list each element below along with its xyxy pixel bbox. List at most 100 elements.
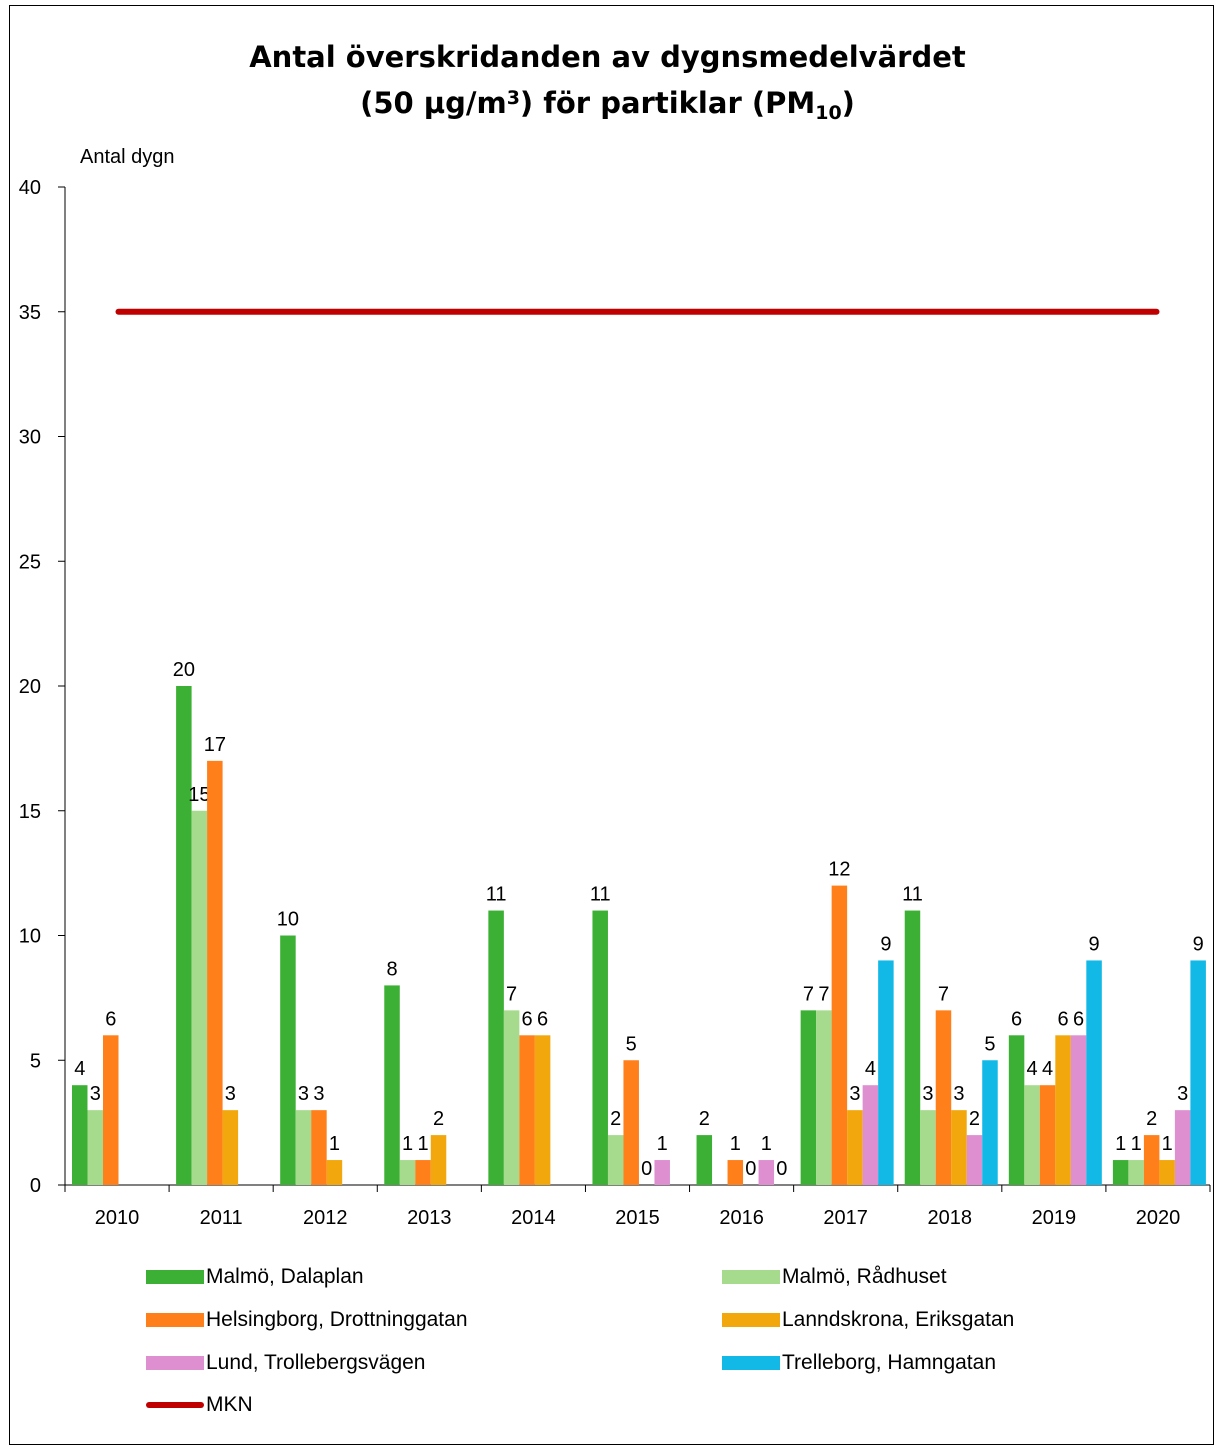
bar-value-label: 7 (818, 983, 829, 1005)
bar (878, 960, 894, 1185)
bar-value-label: 2 (1146, 1108, 1157, 1130)
bar (1086, 960, 1102, 1185)
bar (862, 1085, 879, 1185)
bar (1159, 1160, 1175, 1185)
bar-value-label: 3 (922, 1083, 933, 1105)
bar-value-label: 0 (641, 1158, 652, 1180)
y-tick-label: 5 (30, 1050, 41, 1072)
bar-value-label: 6 (522, 1008, 533, 1030)
bar (103, 1035, 119, 1185)
x-tick-label: 2011 (200, 1207, 243, 1229)
bar (488, 910, 504, 1185)
bar-value-label: 1 (657, 1133, 668, 1155)
bar-value-label: 6 (1011, 1008, 1022, 1030)
bar (1070, 1035, 1087, 1185)
bar-value-label: 3 (953, 1083, 964, 1105)
bar (592, 910, 608, 1185)
bar-value-label: 1 (761, 1133, 772, 1155)
bar (920, 1110, 936, 1185)
x-tick-label: 2020 (1136, 1207, 1181, 1229)
bar (696, 1135, 713, 1185)
title-part-mid: ) för partiklar (PM (519, 86, 816, 120)
y-tick-label: 10 (19, 926, 41, 948)
bar-value-label: 20 (173, 659, 195, 681)
bar (295, 1110, 312, 1185)
bar-value-label: 6 (1073, 1008, 1084, 1030)
bar (831, 885, 848, 1185)
y-tick-label: 15 (19, 801, 41, 823)
bar-value-label: 1 (1131, 1133, 1142, 1155)
bar-value-label: 4 (865, 1058, 876, 1080)
bar (1024, 1085, 1040, 1185)
title-superscript: 3 (506, 87, 520, 109)
y-tick-label: 25 (19, 551, 41, 573)
bar (534, 1035, 551, 1185)
bar-value-label: 1 (1115, 1133, 1126, 1155)
bar (654, 1160, 670, 1185)
x-tick-label: 2019 (1032, 1207, 1077, 1229)
bar-value-label: 7 (803, 983, 814, 1005)
bar-value-label: 12 (828, 859, 850, 881)
bar (1190, 960, 1206, 1185)
x-tick-label: 2014 (511, 1207, 556, 1229)
bar-value-label: 0 (776, 1158, 787, 1180)
bar (816, 1010, 832, 1185)
bar-value-label: 11 (590, 884, 611, 906)
bar-value-label: 7 (938, 983, 949, 1005)
y-tick-label: 0 (30, 1175, 41, 1197)
bar-value-label: 5 (626, 1033, 637, 1055)
bar-value-label: 1 (1162, 1133, 1173, 1155)
bar-value-label: 8 (386, 958, 397, 980)
y-tick-label: 35 (19, 302, 41, 324)
bar-value-label: 11 (902, 884, 923, 906)
y-tick-label: 30 (19, 427, 41, 449)
bar (847, 1110, 863, 1185)
bar-value-label: 1 (730, 1133, 741, 1155)
bar-value-label: 2 (433, 1108, 444, 1130)
x-tick-label: 2018 (928, 1207, 973, 1229)
bar (800, 1010, 817, 1185)
bar-value-label: 9 (1089, 933, 1100, 955)
bar (1174, 1110, 1191, 1185)
x-tick-label: 2015 (615, 1207, 660, 1229)
bar-value-label: 17 (204, 734, 226, 756)
bar (311, 1110, 327, 1185)
bar-value-label: 3 (1177, 1083, 1188, 1105)
bar (1055, 1035, 1071, 1185)
chart-title-line1: Antal överskridanden av dygnsmedelvärdet (249, 40, 966, 74)
bar-value-label: 9 (1193, 933, 1204, 955)
bar-value-label: 3 (298, 1083, 309, 1105)
bar (430, 1135, 447, 1185)
bar (758, 1160, 775, 1185)
bar (87, 1110, 103, 1185)
y-tick-label: 40 (19, 177, 41, 199)
bar-value-label: 0 (745, 1158, 756, 1180)
bar-value-label: 2 (969, 1108, 980, 1130)
title-subscript: 10 (815, 102, 842, 124)
bar-value-label: 7 (506, 983, 517, 1005)
bar (415, 1160, 431, 1185)
x-tick-label: 2016 (719, 1207, 764, 1229)
bar-value-label: 6 (1058, 1008, 1069, 1030)
bar-value-label: 3 (90, 1083, 101, 1105)
bar (207, 760, 223, 1185)
bar-value-label: 4 (74, 1058, 85, 1080)
x-tick-label: 2017 (823, 1207, 868, 1229)
bar (727, 1160, 744, 1185)
chart-title-line2: (50 µg/m3) för partiklar (PM10) (0, 86, 1215, 124)
bar (384, 985, 400, 1185)
bar-value-label: 9 (880, 933, 891, 955)
bar (607, 1135, 624, 1185)
bar-value-label: 1 (417, 1133, 428, 1155)
bar (966, 1135, 983, 1185)
bar-value-label: 4 (1042, 1058, 1053, 1080)
bar-value-label: 10 (277, 909, 299, 931)
bar (1143, 1135, 1160, 1185)
x-tick-label: 2013 (407, 1207, 452, 1229)
bar-value-label: 11 (486, 884, 507, 906)
bar-value-label: 5 (984, 1033, 995, 1055)
bar (935, 1010, 952, 1185)
bar (1112, 1160, 1129, 1185)
title-part-post: ) (841, 86, 855, 120)
